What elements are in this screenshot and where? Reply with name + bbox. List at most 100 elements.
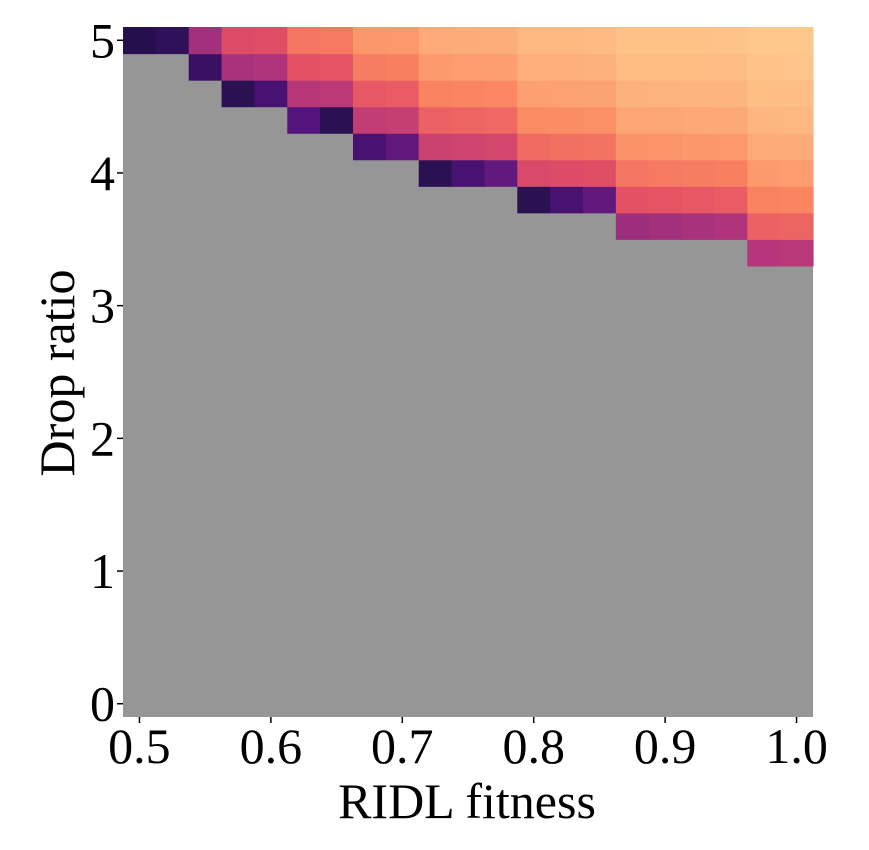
heatmap-cell	[681, 186, 716, 214]
heatmap-cell	[747, 53, 781, 81]
y-tick-label: 5	[90, 12, 115, 68]
heatmap-cell	[287, 106, 321, 134]
x-tick-label: 0.8	[502, 718, 565, 774]
heatmap-cell	[221, 27, 256, 55]
heatmap-cell	[648, 53, 683, 81]
heatmap-cell	[615, 186, 650, 214]
heatmap-cell	[615, 106, 650, 134]
heatmap-cell	[451, 53, 486, 81]
heatmap-cell	[780, 212, 814, 240]
heatmap-cell	[583, 80, 617, 108]
heatmap-cell	[615, 212, 650, 240]
y-tick-label: 4	[90, 145, 115, 201]
heatmap-cell	[583, 159, 617, 187]
heatmap-cell	[714, 133, 748, 161]
heatmap-cell	[780, 186, 814, 214]
heatmap-cell	[615, 27, 650, 55]
heatmap-cell	[648, 186, 683, 214]
heatmap-cell	[714, 186, 748, 214]
heatmap-cell	[747, 239, 781, 267]
heatmap-cell	[747, 80, 781, 108]
heatmap-cell	[484, 27, 518, 55]
heatmap-cell	[615, 53, 650, 81]
heatmap-cell	[418, 159, 453, 187]
heatmap-cell	[714, 53, 748, 81]
heatmap-cell	[123, 27, 157, 55]
heatmap-cell	[714, 80, 748, 108]
heatmap-cell	[517, 133, 551, 161]
heatmap-cell	[385, 106, 420, 134]
heatmap-cell	[747, 133, 781, 161]
heatmap-cell	[517, 186, 551, 214]
x-tick-label: 0.6	[240, 718, 303, 774]
heatmap-cell	[517, 53, 551, 81]
heatmap-cell	[648, 212, 683, 240]
heatmap-cell	[254, 80, 288, 108]
heatmap-cell	[188, 53, 223, 81]
heatmap-cell	[615, 80, 650, 108]
heatmap-cell	[517, 80, 551, 108]
heatmap-cell	[681, 27, 716, 55]
heatmap-cell	[287, 53, 321, 81]
heatmap-cell	[254, 53, 288, 81]
heatmap-cell	[648, 133, 683, 161]
heatmap-cell	[681, 133, 716, 161]
heatmap-cell	[714, 106, 748, 134]
x-tick-label: 0.9	[634, 718, 697, 774]
heatmap-cell	[681, 53, 716, 81]
heatmap-cell	[648, 27, 683, 55]
heatmap-cell	[418, 80, 453, 108]
heatmap-cell	[221, 53, 256, 81]
heatmap-cell	[484, 53, 518, 81]
heatmap-cell	[385, 27, 420, 55]
heatmap-cell	[353, 53, 387, 81]
heatmap-cell	[221, 80, 256, 108]
heatmap-cell	[418, 106, 453, 134]
heatmap-cell	[418, 27, 453, 55]
heatmap-cell	[451, 80, 486, 108]
heatmap-cell	[550, 133, 584, 161]
heatmap-cell	[451, 27, 486, 55]
heatmap-cell	[681, 159, 716, 187]
x-tick-label: 0.7	[371, 718, 434, 774]
heatmap-cell	[747, 212, 781, 240]
heatmap-cell	[550, 159, 584, 187]
heatmap-cell	[418, 133, 453, 161]
x-tick-label: 0.5	[108, 718, 171, 774]
heatmap-cell	[353, 133, 387, 161]
heatmap-cell	[320, 80, 354, 108]
y-axis: 0 1 2 3 4 5	[90, 12, 123, 732]
heatmap-cell	[780, 53, 814, 81]
heatmap-cell	[484, 133, 518, 161]
heatmap-cell	[747, 159, 781, 187]
heatmap-cell	[451, 106, 486, 134]
heatmap-cell	[780, 133, 814, 161]
heatmap-cell	[780, 239, 814, 267]
heatmap-cell	[550, 80, 584, 108]
heatmap-cell	[714, 159, 748, 187]
plot-area	[123, 27, 814, 717]
heatmap-cell	[320, 27, 354, 55]
heatmap-cell	[583, 186, 617, 214]
heatmap-cell	[353, 27, 387, 55]
heatmap-cell	[320, 106, 354, 134]
heatmap-cell	[550, 186, 584, 214]
heatmap-cell	[385, 53, 420, 81]
x-tick-label: 1.0	[765, 718, 828, 774]
heatmap-cell	[484, 80, 518, 108]
heatmap-cell	[583, 106, 617, 134]
y-tick-label: 0	[90, 676, 115, 732]
heatmap-cell	[287, 80, 321, 108]
heatmap-cell	[418, 53, 453, 81]
heatmap-cell	[681, 106, 716, 134]
heatmap-cell	[550, 53, 584, 81]
heatmap-cell	[681, 80, 716, 108]
heatmap-cell	[451, 159, 486, 187]
heatmap-cell	[550, 106, 584, 134]
heatmap-cell	[681, 212, 716, 240]
heatmap-cell	[353, 106, 387, 134]
heatmap-cell	[320, 53, 354, 81]
heatmap-cell	[583, 27, 617, 55]
heatmap-cell	[780, 159, 814, 187]
